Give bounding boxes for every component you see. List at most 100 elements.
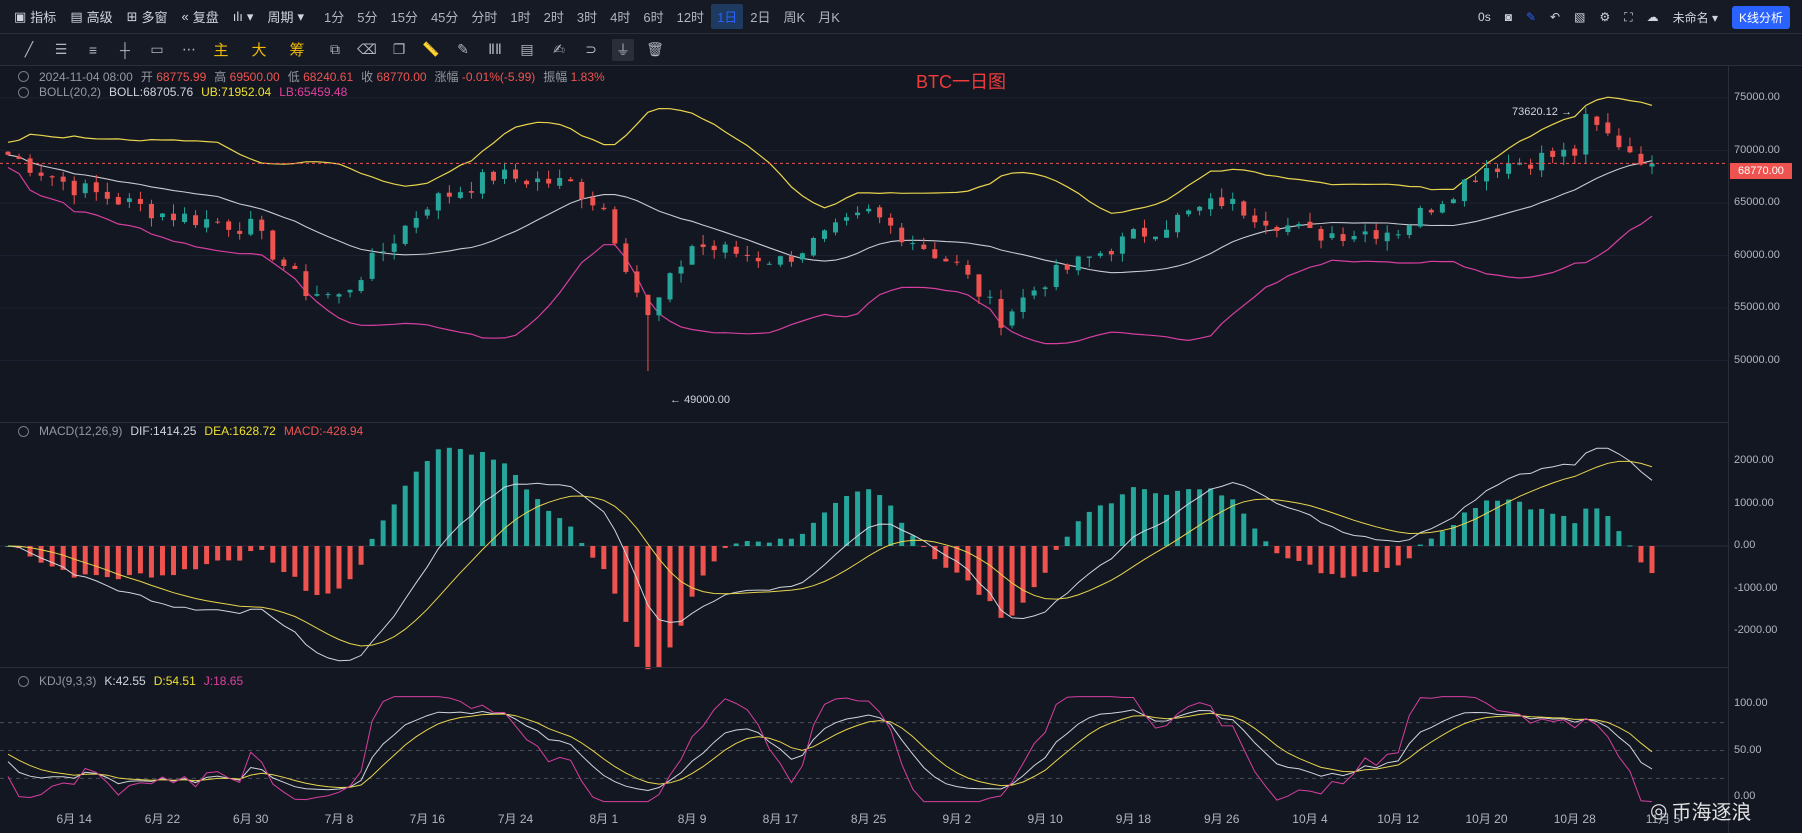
macd-bar — [468, 454, 474, 546]
magnet-icon[interactable]: ⊃ — [585, 41, 597, 57]
timeframe-3[interactable]: 45分 — [430, 10, 459, 25]
timeframe-list: 1分 5分 15分 45分 分时 1时 2时 3时 4时 6时 12时 1日 2日 周K 月K — [318, 4, 847, 29]
candle-body — [1197, 206, 1203, 211]
date-tick: 7月 8 — [324, 812, 354, 826]
macd-name[interactable]: MACD(12,26,9) — [39, 424, 123, 438]
pane-divider-macd[interactable] — [0, 422, 1728, 423]
timeframe-1[interactable]: 5分 — [357, 10, 378, 25]
visibility-icon[interactable] — [18, 425, 29, 437]
candle-body — [1406, 225, 1412, 235]
macd-bar — [126, 546, 132, 576]
candle-body — [965, 264, 971, 275]
candle-body — [513, 169, 519, 179]
kline-analysis-button[interactable]: K线分析 — [1731, 5, 1790, 29]
draw-tool-7[interactable]: 大 — [251, 42, 267, 59]
save-icon[interactable]: ▧ — [1574, 10, 1586, 24]
date-tick: 8月 17 — [762, 812, 799, 826]
fullscreen-icon[interactable]: ⛶ — [1624, 9, 1633, 24]
macd-bar — [667, 546, 673, 648]
layers-icon[interactable]: ❐ — [392, 41, 406, 57]
fib-icon[interactable]: ≡ — [88, 41, 98, 58]
visibility-icon[interactable] — [18, 71, 29, 82]
visibility-icon[interactable] — [18, 86, 29, 98]
timeframe-11[interactable]: 1日 — [711, 4, 744, 29]
timeframe-5[interactable]: 1时 — [510, 10, 531, 25]
timeframe-2[interactable]: 15分 — [390, 10, 418, 25]
period-button[interactable]: 周期 ▾ — [267, 7, 304, 26]
candle-body — [1572, 148, 1578, 156]
replay-button[interactable]: «复盘 — [182, 7, 219, 26]
replay-label: 复盘 — [192, 10, 219, 25]
macd-dea-line — [7, 460, 1653, 647]
indicators-button[interactable]: ▣ 指标 — [14, 7, 56, 26]
candle-body — [1649, 163, 1655, 167]
clipboard-icon[interactable]: ▤ — [520, 41, 534, 57]
timeframe-8[interactable]: 4时 — [610, 10, 631, 25]
hline-icon[interactable]: ┼ — [120, 41, 130, 58]
candle-body — [1428, 209, 1434, 213]
macd-bar — [1428, 538, 1434, 546]
timeframe-6[interactable]: 2时 — [543, 10, 564, 25]
macd-bar — [1649, 546, 1655, 574]
visibility-icon[interactable] — [18, 675, 29, 687]
candle-body — [303, 271, 309, 297]
chart-type-button[interactable]: ılı ▾ — [233, 9, 254, 25]
candle-body — [292, 265, 298, 269]
timeframe-7[interactable]: 3时 — [576, 10, 598, 25]
timeframe-0[interactable]: 1分 — [324, 10, 345, 25]
advanced-button[interactable]: ▤ 高级 — [70, 7, 112, 26]
macd-bar — [1638, 546, 1644, 563]
macd-bar — [1285, 546, 1291, 559]
rect-icon[interactable]: ▭ — [150, 41, 164, 57]
camera-icon[interactable]: ◙ — [1504, 10, 1512, 24]
macd-bar — [1450, 525, 1456, 546]
pen-icon[interactable]: ✎ — [1525, 10, 1537, 24]
candle-body — [490, 171, 496, 181]
macd-bar — [1263, 541, 1269, 546]
date-tick: 7月 16 — [409, 812, 445, 826]
cloud-icon[interactable]: ☁ — [1646, 10, 1659, 24]
price-tick: 60000.00 — [1734, 248, 1780, 261]
macd-bar — [1417, 544, 1423, 546]
more-icon[interactable]: ⋯ — [182, 41, 196, 57]
channel-icon[interactable]: ☰ — [54, 41, 68, 57]
pane-divider-kdj[interactable] — [0, 667, 1728, 668]
undo-icon[interactable]: ↶ — [1550, 10, 1561, 24]
candle-body — [171, 213, 177, 221]
settings-icon[interactable]: ⚙ — [1599, 10, 1611, 24]
note-icon[interactable]: ✍ — [553, 41, 565, 57]
boll-name[interactable]: BOLL(20,2) — [39, 85, 102, 99]
macd-legend: MACD(12,26,9) DIF:1414.25 DEA:1628.72 MA… — [18, 424, 363, 438]
kdj-k-line — [7, 709, 1653, 792]
draw-tool-6[interactable]: 主 — [213, 42, 229, 59]
timeframe-13[interactable]: 周K — [783, 10, 806, 25]
macd-bar — [921, 546, 927, 548]
timeframe-14[interactable]: 月K — [818, 10, 840, 25]
draw-tool-8[interactable]: 筹 — [289, 42, 305, 59]
multi-window-button[interactable]: ⊞ 多窗 — [127, 7, 168, 26]
legend-date: 2024-11-04 08:00 — [39, 69, 133, 84]
timeframe-9[interactable]: 6时 — [643, 10, 664, 25]
date-tick: 9月 26 — [1204, 812, 1240, 826]
kdj-name[interactable]: KDJ(9,3,3) — [39, 674, 97, 688]
ruler-icon[interactable]: 📏 — [422, 41, 440, 57]
candle-body — [833, 222, 839, 233]
macd-bar — [899, 522, 905, 546]
bars-icon[interactable]: ⅡⅡ — [488, 41, 502, 57]
filter-icon[interactable]: ⏚ — [612, 38, 634, 61]
timeframe-12[interactable]: 2日 — [750, 10, 771, 25]
timeframe-4[interactable]: 分时 — [471, 10, 498, 25]
pen-icon[interactable]: ✎ — [457, 41, 469, 57]
candle-body — [16, 156, 22, 159]
eraser-icon[interactable]: ⌫ — [357, 41, 377, 57]
candle-body — [821, 230, 827, 239]
candle-body — [1263, 220, 1269, 226]
trash-icon[interactable]: 🗑 — [646, 41, 664, 57]
candle-body — [1329, 233, 1335, 238]
timeframe-10[interactable]: 12时 — [676, 10, 705, 25]
candle-body — [656, 297, 662, 316]
trendline-icon[interactable]: ╱ — [24, 41, 34, 57]
layout-name-dropdown[interactable]: 未命名 ▾ — [1672, 10, 1718, 25]
copy-icon[interactable]: ⧉ — [330, 41, 340, 57]
